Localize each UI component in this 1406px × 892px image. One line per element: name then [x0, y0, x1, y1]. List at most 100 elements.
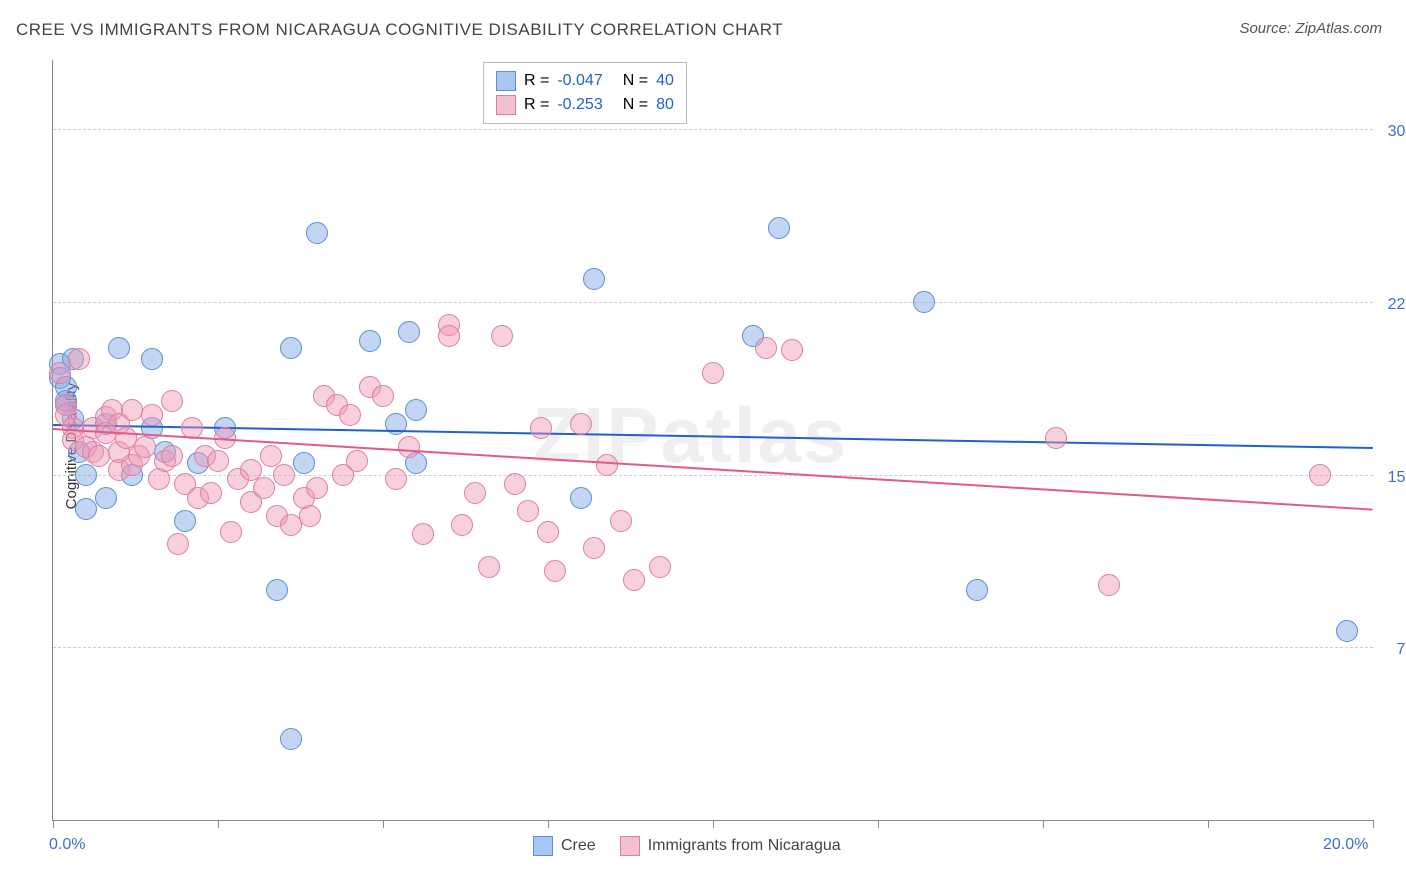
data-point	[280, 728, 302, 750]
x-tick-label: 20.0%	[1323, 836, 1368, 854]
data-point	[1045, 427, 1067, 449]
x-tick	[218, 820, 219, 828]
stat-n-label: N =	[623, 69, 648, 93]
data-point	[161, 390, 183, 412]
data-point	[464, 482, 486, 504]
data-point	[1336, 620, 1358, 642]
data-point	[273, 464, 295, 486]
data-point	[49, 362, 71, 384]
data-point	[346, 450, 368, 472]
data-point	[299, 505, 321, 527]
chart-container: CREE VS IMMIGRANTS FROM NICARAGUA COGNIT…	[0, 0, 1406, 892]
data-point	[1098, 574, 1120, 596]
data-point	[141, 404, 163, 426]
data-point	[583, 537, 605, 559]
data-point	[544, 560, 566, 582]
data-point	[755, 337, 777, 359]
data-point	[385, 468, 407, 490]
data-point	[200, 482, 222, 504]
trend-line	[53, 424, 1373, 449]
stat-n-value: 80	[656, 93, 674, 117]
data-point	[412, 523, 434, 545]
data-point	[207, 450, 229, 472]
data-point	[280, 514, 302, 536]
series-legend: Cree Immigrants from Nicaragua	[533, 836, 841, 856]
data-point	[372, 385, 394, 407]
stat-n-label: N =	[623, 93, 648, 117]
legend-swatch	[620, 836, 640, 856]
data-point	[702, 362, 724, 384]
data-point	[75, 498, 97, 520]
data-point	[88, 445, 110, 467]
data-point	[781, 339, 803, 361]
x-tick	[53, 820, 54, 828]
stat-r-label: R =	[524, 69, 549, 93]
x-tick	[878, 820, 879, 828]
data-point	[293, 452, 315, 474]
y-tick-label: 7.5%	[1377, 641, 1406, 659]
legend-swatch	[496, 95, 516, 115]
data-point	[339, 404, 361, 426]
x-tick	[713, 820, 714, 828]
stat-r-label: R =	[524, 93, 549, 117]
y-tick-label: 30.0%	[1377, 123, 1406, 141]
data-point	[596, 454, 618, 476]
data-point	[405, 399, 427, 421]
data-point	[359, 330, 381, 352]
data-point	[610, 510, 632, 532]
data-point	[478, 556, 500, 578]
data-point	[95, 487, 117, 509]
stat-r-value: -0.047	[557, 69, 602, 93]
plot-area: ZIPatlas 7.5%15.0%22.5%30.0%0.0%20.0%R =…	[52, 60, 1373, 821]
data-point	[280, 337, 302, 359]
data-point	[438, 325, 460, 347]
x-tick-label: 0.0%	[49, 836, 85, 854]
data-point	[68, 348, 90, 370]
legend-swatch	[533, 836, 553, 856]
data-point	[161, 445, 183, 467]
data-point	[570, 487, 592, 509]
data-point	[220, 521, 242, 543]
stat-r-value: -0.253	[557, 93, 602, 117]
x-tick	[383, 820, 384, 828]
data-point	[570, 413, 592, 435]
data-point	[530, 417, 552, 439]
data-point	[504, 473, 526, 495]
y-tick-label: 15.0%	[1377, 469, 1406, 487]
legend-label: Cree	[561, 837, 596, 855]
x-tick	[1373, 820, 1374, 828]
data-point	[649, 556, 671, 578]
gridline	[53, 647, 1373, 648]
data-point	[517, 500, 539, 522]
data-point	[623, 569, 645, 591]
data-point	[134, 436, 156, 458]
legend-label: Immigrants from Nicaragua	[648, 837, 841, 855]
data-point	[253, 477, 275, 499]
data-point	[1309, 464, 1331, 486]
data-point	[768, 217, 790, 239]
chart-title: CREE VS IMMIGRANTS FROM NICARAGUA COGNIT…	[16, 20, 783, 40]
data-point	[966, 579, 988, 601]
y-tick-label: 22.5%	[1377, 296, 1406, 314]
data-point	[266, 579, 288, 601]
x-tick	[548, 820, 549, 828]
x-tick	[1043, 820, 1044, 828]
data-point	[306, 222, 328, 244]
data-point	[174, 510, 196, 532]
data-point	[108, 337, 130, 359]
source-credit: Source: ZipAtlas.com	[1239, 20, 1382, 37]
data-point	[167, 533, 189, 555]
data-point	[398, 436, 420, 458]
data-point	[141, 348, 163, 370]
data-point	[583, 268, 605, 290]
data-point	[121, 399, 143, 421]
legend-swatch	[496, 71, 516, 91]
gridline	[53, 302, 1373, 303]
data-point	[537, 521, 559, 543]
data-point	[451, 514, 473, 536]
stats-legend: R = -0.047 N = 40 R = -0.253 N = 80	[483, 62, 687, 124]
stat-n-value: 40	[656, 69, 674, 93]
data-point	[491, 325, 513, 347]
x-tick	[1208, 820, 1209, 828]
data-point	[398, 321, 420, 343]
